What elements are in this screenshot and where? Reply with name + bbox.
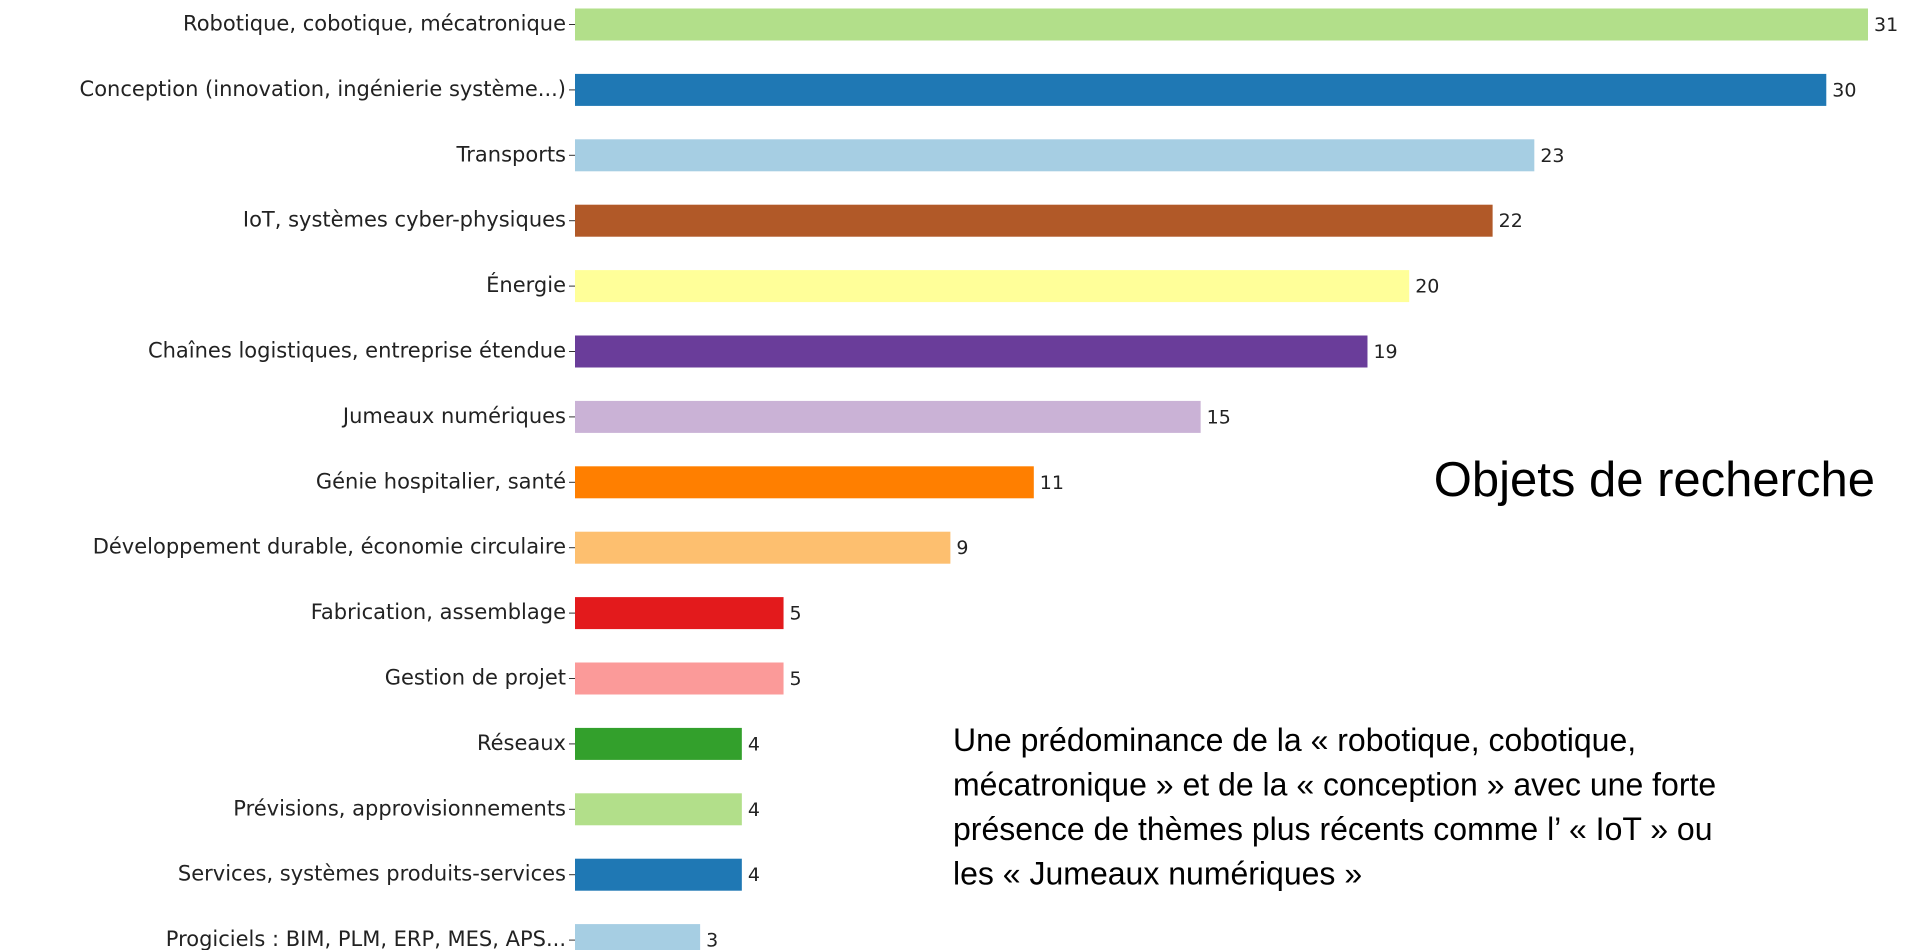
bar (575, 335, 1368, 368)
y-tick-label: Conception (innovation, ingénierie systè… (80, 77, 566, 101)
value-label: 20 (1415, 276, 1439, 298)
bar (575, 73, 1827, 106)
bar (575, 270, 1410, 303)
value-label: 22 (1499, 210, 1523, 232)
y-tick-label: Robotique, cobotique, mécatronique (183, 12, 566, 36)
y-tick-label: Gestion de projet (385, 666, 566, 690)
y-tick-label: Chaînes logistiques, entreprise étendue (148, 339, 566, 363)
y-tick-label: Progiciels : BIM, PLM, ERP, MES, APS... (166, 927, 566, 950)
bar (575, 139, 1535, 172)
bar (575, 8, 1868, 41)
bar (575, 597, 784, 630)
value-label: 31 (1874, 14, 1898, 36)
y-tick-label: Génie hospitalier, santé (316, 469, 566, 493)
value-label: 5 (790, 668, 802, 690)
y-tick-label: Prévisions, approvisionnements (233, 796, 566, 820)
annotation: les « Jumeaux numériques » (953, 856, 1362, 892)
bar (575, 858, 742, 891)
value-label: 9 (956, 537, 968, 559)
y-tick-label: Services, systèmes produits-services (178, 862, 566, 886)
bar (575, 400, 1201, 433)
y-tick-label: Réseaux (477, 731, 566, 755)
bar (575, 924, 701, 950)
bar (575, 531, 951, 564)
bar (575, 466, 1034, 499)
value-label: 4 (748, 864, 760, 886)
y-tick-label: Énergie (486, 272, 566, 297)
value-label: 11 (1040, 472, 1064, 494)
value-label: 15 (1207, 406, 1231, 428)
annotation: mécatronique » et de la « conception » a… (953, 767, 1716, 803)
y-tick-label: Fabrication, assemblage (311, 600, 566, 624)
y-tick-label: Transports (456, 142, 566, 166)
y-tick-label: Développement durable, économie circulai… (93, 535, 566, 559)
value-label: 30 (1832, 79, 1856, 101)
chart-title: Objets de recherche (1434, 453, 1875, 507)
bar (575, 662, 784, 695)
y-tick-label: Jumeaux numériques (341, 404, 566, 428)
value-label: 4 (748, 799, 760, 821)
value-label: 23 (1540, 145, 1564, 167)
bar (575, 204, 1493, 237)
y-tick-label: IoT, systèmes cyber-physiques (243, 208, 566, 232)
annotation: présence de thèmes plus récents comme l’… (953, 811, 1713, 847)
value-label: 5 (790, 603, 802, 625)
bar (575, 793, 742, 826)
annotation: Une prédominance de la « robotique, cobo… (953, 722, 1636, 758)
value-label: 19 (1373, 341, 1397, 363)
bar (575, 727, 742, 760)
value-label: 3 (706, 930, 718, 950)
value-label: 4 (748, 733, 760, 755)
